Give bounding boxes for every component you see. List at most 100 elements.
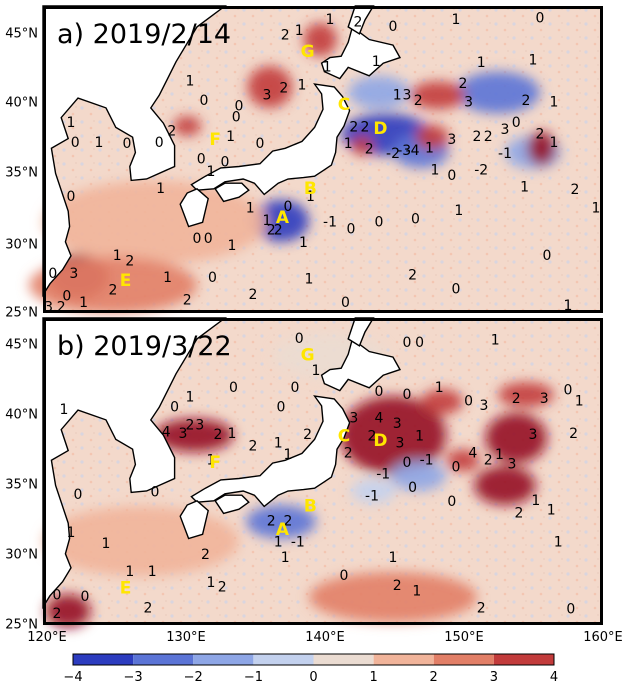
contour-label: -1 [376,466,390,482]
anomaly-patch [348,75,410,110]
contour-label: 1 [389,550,398,566]
site-label-g: G [301,346,315,366]
ytick-label: 35°N [5,166,38,181]
contour-label: 0 [347,221,356,237]
contour-label: 2 [144,600,153,616]
contour-label: 3 [540,391,549,407]
panel-a-coastline [42,5,402,298]
landmass [347,5,375,35]
contour-label: 0 [48,266,57,282]
site-label-c: C [338,427,350,447]
contour-label: 0 [53,588,62,604]
contour-label: 1 [60,402,69,418]
colorbar-cell [373,654,434,665]
contour-label: 2 [459,76,468,92]
anomaly-patch [415,124,450,150]
contour-label: 1 [435,380,444,396]
contour-label: 2 [267,223,276,239]
anomaly-patch [485,412,547,464]
contour-label: 2 [57,299,66,315]
contour-label: -3 [397,143,411,159]
contour-label: 1 [344,136,353,152]
y-axis-panel-b: 25°N 30°N 35°N 40°N 45°N [5,338,38,633]
contour-label: 1 [323,59,332,75]
contour-label: 1 [125,564,134,580]
anomaly-patch [421,389,463,415]
landmass [190,395,351,508]
ytick-label: 25°N [5,618,38,633]
contour-label: 2 [303,427,312,443]
contour-label: 1 [495,447,504,463]
contour-label: 1 [163,270,172,286]
contour-label: 1 [550,94,559,110]
colorbar-cell [253,654,314,665]
site-label-d: D [373,431,387,451]
y-axis-panel-a: 25°N 30°N 35°N 40°N 45°N [5,27,38,321]
contour-label: 1 [156,181,165,197]
contour-label: -2 [474,163,488,179]
contour-label: 3 [501,122,510,138]
x-axis: 120°E 130°E 140°E 150°E 160°E [27,630,623,645]
contour-label: 2 [125,253,134,269]
site-label-b: B [304,179,317,199]
contour-label: 2 [368,429,377,445]
contour-label: 2 [536,126,545,142]
contour-label: 3 [447,132,456,148]
contour-label: 2 [354,15,363,31]
contour-label: 0 [235,99,244,115]
anomaly-patch [456,71,540,114]
contour-label: 1 [554,535,563,551]
xtick-label: 160°E [583,630,623,645]
contour-label: 1 [326,12,335,28]
panel-b-title: b) 2019/3/22 [57,331,232,362]
contour-label: 2 [284,514,293,530]
colorbar-tick: −1 [244,670,263,683]
contour-label: 3 [44,299,53,315]
contour-label: -1 [291,535,305,551]
panel-b-frame [43,318,603,625]
contour-label: 2 [408,267,417,283]
contour-label: 1 [281,550,290,566]
anomaly-patch [498,382,554,408]
landmass [214,494,250,515]
contour-label: 2 [349,119,358,135]
contour-label: 0 [341,295,350,311]
contour-label: 2 [361,119,370,135]
contour-label: 1 [415,429,424,445]
contour-label: 2 [279,80,288,96]
contour-label: 0 [291,380,300,396]
landmass [347,317,375,347]
contour-label: 1 [274,535,283,551]
ytick-label: 45°N [5,27,38,42]
contour-label: 1 [431,163,440,179]
colorbar-tick-labels: −4 −3 −2 −1 0 1 2 3 4 [63,670,558,685]
site-label-g: G [301,42,315,62]
contour-label: 0 [71,135,80,151]
anomaly-patch [446,449,480,472]
contour-label: 4 [375,411,384,427]
landmass [42,317,228,610]
anomaly-patch [246,504,316,539]
contour-label: 1 [295,23,304,39]
colorbar-cell [433,654,494,665]
anomaly-patch [527,131,556,166]
contour-label: 1 [263,213,272,229]
contour-label: 1 [298,78,307,94]
site-label-e: E [120,579,132,599]
contour-label: 2 [571,182,580,198]
anomaly-patch [29,257,197,313]
panel-a-title: a) 2019/2/14 [57,19,231,50]
contour-label: 4 [162,424,171,440]
contour-label: 3 [179,426,188,442]
landmass [190,83,351,196]
ytick-label: 30°N [5,238,38,253]
contour-label: 2 [183,292,192,308]
landmass [320,25,402,80]
ytick-label: 45°N [5,338,38,353]
colorbar-tick: −4 [63,670,82,683]
site-label-c: C [338,95,350,115]
contour-label: 1 [95,135,104,151]
